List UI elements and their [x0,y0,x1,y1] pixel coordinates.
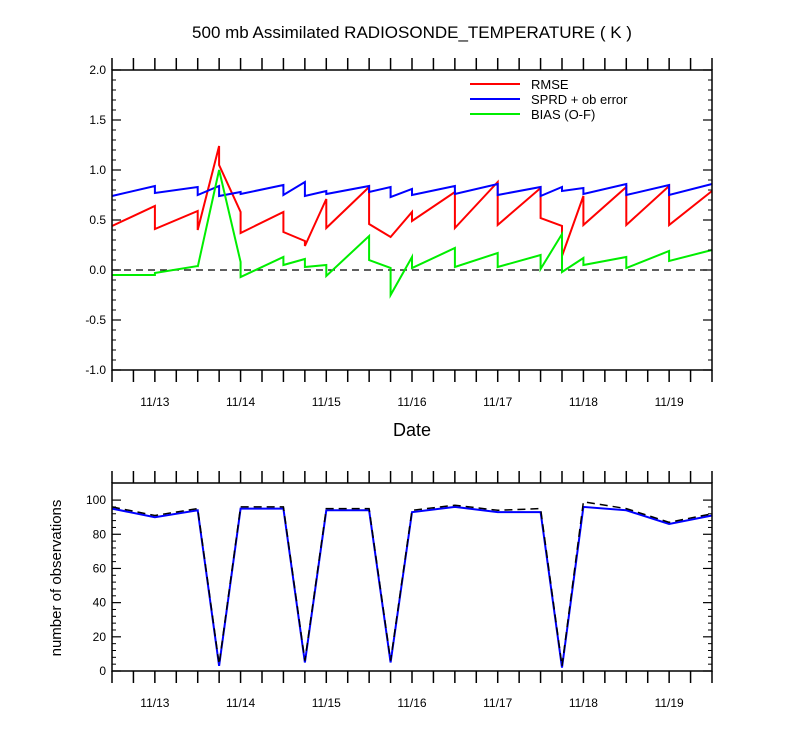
bottom-x-tick-label: 11/18 [569,696,598,710]
top-series-bias-o-f [112,169,713,299]
top-y-tick-label: 0.5 [89,213,106,227]
top-axis-ticks: -1.0 -0.5 0.0 0.5 1.0 1.5 2.0 11/13 11/14 11/15 11… [85,58,713,409]
bottom-x-tick-label: 11/19 [655,696,684,710]
y-axis-label-observations: number of observations [48,500,65,657]
legend-label: BIAS (O-F) [531,107,595,122]
top-x-tick-label: 11/18 [569,395,598,409]
bottom-series-group [111,500,713,668]
chart-title: 500 mb Assimilated RADIOSONDE_TEMPERATUR… [192,23,632,42]
bottom-series-possible [111,500,713,667]
bottom-x-tick-label: 11/17 [483,696,512,710]
top-y-tick-label: 1.5 [89,113,106,127]
bottom-x-tick-label: 11/15 [312,696,341,710]
top-series-rmse [111,145,713,257]
bottom-y-tick-label: 80 [93,527,107,541]
top-x-tick-label: 11/19 [655,395,684,409]
top-x-tick-label: 11/16 [397,395,426,409]
bottom-series-assimilated [111,505,713,668]
bottom-axis-ticks: 0 20 40 60 80 100 11/13 11/14 11/15 11/16 11/17 11/… [86,471,713,710]
legend-label: RMSE [531,77,569,92]
top-y-tick-label: 0.0 [89,263,106,277]
bottom-y-tick-label: 40 [93,596,107,610]
top-x-tick-label: 11/17 [483,395,512,409]
bottom-y-tick-label: 0 [99,664,106,678]
legend-label: SPRD + ob error [531,92,628,107]
bottom-x-tick-label: 11/13 [140,696,169,710]
bottom-panel: 0 20 40 60 80 100 11/13 11/14 11/15 11/16 11/17 11/… [48,471,713,710]
top-y-tick-label: 2.0 [89,63,106,77]
top-series-sprd-ob-error [111,180,713,199]
bottom-y-tick-label: 60 [93,561,107,575]
bottom-y-tick-label: 100 [86,493,106,507]
x-axis-label: Date [393,420,431,440]
bottom-x-tick-label: 11/14 [226,696,255,710]
top-x-tick-label: 11/14 [226,395,255,409]
top-y-tick-label: 1.0 [89,163,106,177]
bottom-x-tick-label: 11/16 [397,696,426,710]
top-y-tick-label: -1.0 [85,363,106,377]
top-panel: 500 mb Assimilated RADIOSONDE_TEMPERATUR… [85,23,713,440]
bottom-y-tick-label: 20 [93,630,107,644]
top-x-tick-label: 11/13 [140,395,169,409]
top-y-tick-label: -0.5 [85,313,106,327]
top-x-tick-label: 11/15 [312,395,341,409]
top-series-group [111,145,713,299]
